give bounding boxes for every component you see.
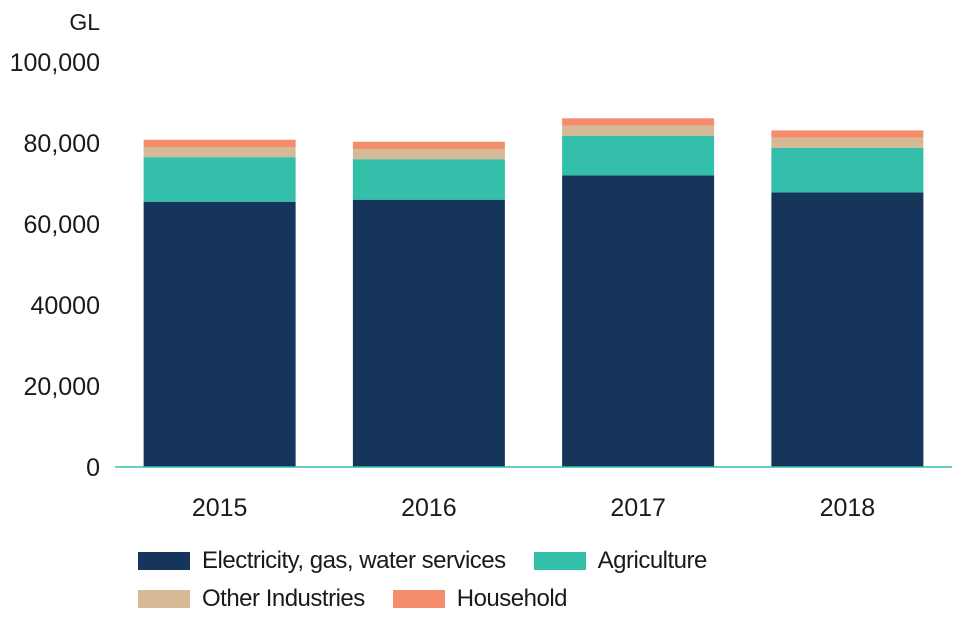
- y-tick-label: 20,000: [24, 373, 100, 401]
- bar-segment-2015-2: [143, 147, 296, 158]
- y-tick-label: 80,000: [24, 130, 100, 158]
- bars: [143, 118, 924, 467]
- legend-item-other-industries: Other Industries: [138, 585, 365, 613]
- bar-segment-2017-2: [562, 125, 715, 136]
- bar-segment-2015-1: [143, 157, 296, 202]
- legend-swatch: [138, 552, 190, 570]
- y-tick-label: 40000: [30, 292, 100, 320]
- legend-swatch: [138, 590, 190, 608]
- bar-segment-2015-3: [143, 139, 296, 148]
- y-tick-label: 60,000: [24, 211, 100, 239]
- legend-row: Electricity, gas, water services Agricul…: [138, 542, 838, 580]
- x-tick-label: 2016: [401, 494, 457, 522]
- bar-segment-2016-0: [352, 199, 505, 467]
- legend-item-agriculture: Agriculture: [533, 547, 708, 575]
- y-tick-label: 100,000: [10, 49, 100, 77]
- bar-segment-2017-1: [562, 135, 715, 176]
- bar-segment-2018-2: [771, 137, 924, 148]
- x-axis-ticks: 2015 2016 2017 2018: [192, 494, 875, 522]
- legend-item-electricity: Electricity, gas, water services: [138, 547, 506, 575]
- legend-swatch: [392, 590, 445, 608]
- legend-row: Other Industries Household: [138, 580, 838, 618]
- bar-segment-2018-1: [771, 147, 924, 193]
- bar-segment-2016-1: [352, 159, 505, 200]
- y-axis-ticks: 0 20,000 40000 60,000 80,000 100,000: [10, 49, 100, 482]
- bar-segment-2015-0: [143, 201, 296, 467]
- bar-segment-2017-0: [562, 175, 715, 467]
- x-tick-label: 2018: [820, 494, 876, 522]
- legend-label: Household: [456, 585, 568, 612]
- legend-label: Agriculture: [597, 547, 708, 574]
- bar-segment-2018-0: [771, 192, 924, 467]
- bar-segment-2017-3: [562, 118, 715, 126]
- y-axis-unit-label: GL: [69, 9, 100, 35]
- bar-segment-2018-3: [771, 130, 924, 138]
- bar-segment-2016-3: [352, 141, 505, 150]
- legend-label: Electricity, gas, water services: [202, 547, 506, 574]
- y-tick-label: 0: [86, 454, 100, 482]
- legend-item-household: Household: [392, 585, 568, 613]
- legend-swatch: [533, 552, 586, 570]
- legend-label: Other Industries: [202, 585, 365, 612]
- x-tick-label: 2015: [192, 494, 248, 522]
- x-tick-label: 2017: [610, 494, 666, 522]
- legend: Electricity, gas, water services Agricul…: [138, 542, 838, 618]
- bar-segment-2016-2: [352, 149, 505, 160]
